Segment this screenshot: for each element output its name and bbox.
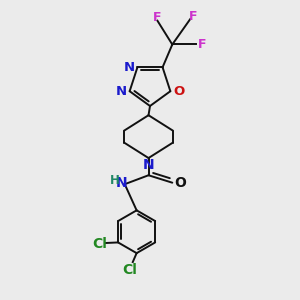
Text: N: N <box>116 176 128 190</box>
Text: H: H <box>110 174 120 187</box>
Text: F: F <box>189 10 197 23</box>
Text: Cl: Cl <box>92 237 107 251</box>
Text: F: F <box>198 38 207 51</box>
Text: O: O <box>174 176 186 190</box>
Text: O: O <box>173 85 184 98</box>
Text: F: F <box>153 11 162 24</box>
Text: N: N <box>116 85 127 98</box>
Text: N: N <box>124 61 135 74</box>
Text: N: N <box>143 158 154 172</box>
Text: Cl: Cl <box>122 263 136 278</box>
